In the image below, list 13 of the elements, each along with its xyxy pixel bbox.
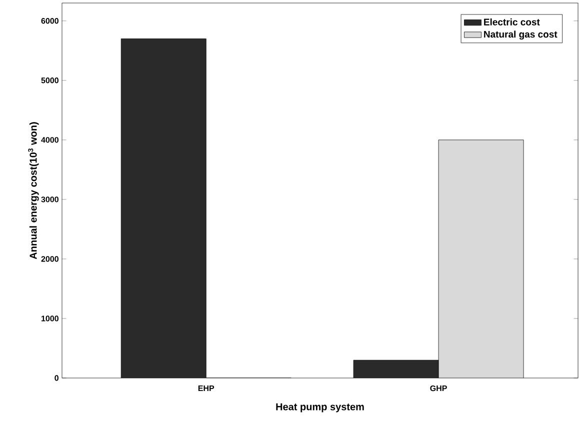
y-tick-label: 0	[54, 375, 58, 381]
legend-label: Natural gas cost	[484, 30, 558, 40]
x-axis-title: Heat pump system	[276, 403, 364, 412]
y-tick-label: 4000	[41, 137, 58, 143]
y-tick-label: 3000	[41, 196, 58, 202]
y-tick-label: 1000	[42, 316, 58, 322]
y-tick-label: 5000	[41, 78, 58, 84]
x-tick-label: GHP	[430, 385, 447, 392]
y-tick-label: 6000	[41, 18, 58, 24]
y-axis-title: Annual energy cost(10$^{3}$ won)	[28, 122, 39, 260]
y-tick-label: 2000	[41, 256, 58, 262]
x-tick-label: EHP	[198, 385, 214, 391]
legend-label: Electric cost	[484, 18, 540, 26]
